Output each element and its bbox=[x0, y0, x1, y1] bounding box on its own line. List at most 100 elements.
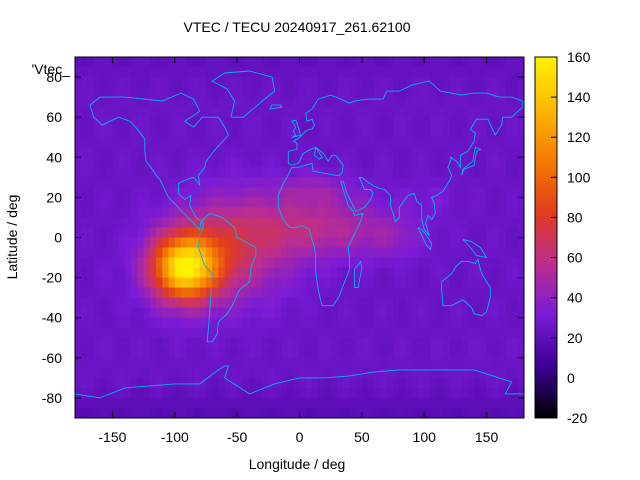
heat-cell bbox=[174, 107, 182, 118]
heat-cell bbox=[336, 207, 344, 219]
heat-cell bbox=[293, 407, 301, 418]
heat-cell bbox=[106, 167, 114, 178]
heat-cell bbox=[212, 167, 220, 178]
heat-cell bbox=[112, 297, 120, 309]
heat-cell bbox=[237, 97, 244, 108]
heat-cell bbox=[361, 227, 369, 239]
heat-cell bbox=[230, 387, 238, 399]
heat-cell bbox=[368, 267, 375, 279]
heat-cell bbox=[112, 127, 120, 138]
heat-cell bbox=[87, 127, 95, 138]
heat-cell bbox=[149, 197, 157, 209]
heat-cell bbox=[480, 287, 488, 299]
heat-cell bbox=[442, 57, 450, 68]
heat-cell bbox=[461, 177, 469, 188]
heat-cell bbox=[349, 197, 357, 209]
heat-cell bbox=[224, 187, 232, 198]
heat-cell bbox=[399, 127, 407, 138]
heat-cell bbox=[361, 287, 369, 299]
heat-cell bbox=[218, 207, 226, 219]
heat-cell bbox=[212, 197, 220, 209]
heat-cell bbox=[442, 377, 450, 389]
heat-cell bbox=[486, 307, 494, 319]
heat-cell bbox=[131, 317, 138, 329]
heat-cell bbox=[293, 127, 301, 138]
heat-cell bbox=[486, 237, 494, 249]
heat-cell bbox=[511, 327, 519, 339]
heat-cell bbox=[499, 187, 506, 198]
heat-cell bbox=[199, 117, 207, 128]
heat-cell bbox=[486, 207, 494, 219]
heat-cell bbox=[355, 187, 363, 198]
heat-cell bbox=[511, 397, 519, 409]
heat-cell bbox=[436, 67, 444, 78]
heat-cell bbox=[168, 357, 176, 369]
heat-cell bbox=[430, 357, 438, 369]
heat-cell bbox=[287, 197, 294, 209]
heat-cell bbox=[205, 257, 213, 269]
heat-cell bbox=[499, 257, 506, 269]
heat-cell bbox=[374, 267, 382, 279]
heat-cell bbox=[474, 257, 481, 269]
heat-cell bbox=[330, 127, 338, 138]
heat-cell bbox=[218, 57, 226, 68]
heat-cell bbox=[380, 277, 388, 289]
heat-cell bbox=[330, 107, 338, 118]
heat-cell bbox=[131, 347, 138, 359]
heat-cell bbox=[106, 97, 114, 108]
heat-cell bbox=[156, 277, 163, 289]
heat-cell bbox=[87, 277, 95, 289]
heat-cell bbox=[249, 197, 257, 209]
heat-cell bbox=[280, 97, 288, 108]
heat-cell bbox=[492, 277, 500, 289]
heat-cell bbox=[168, 317, 176, 329]
heat-cell bbox=[480, 127, 488, 138]
heat-cell bbox=[436, 77, 444, 88]
heat-cell bbox=[299, 147, 307, 158]
heat-cell bbox=[355, 57, 363, 68]
heat-cell bbox=[380, 97, 388, 108]
heat-cell bbox=[461, 107, 469, 118]
heat-cell bbox=[156, 207, 163, 219]
heat-cell bbox=[137, 327, 145, 339]
heat-cell bbox=[249, 337, 257, 349]
heat-cell bbox=[149, 217, 157, 229]
heat-cell bbox=[480, 407, 488, 418]
heat-cell bbox=[311, 57, 319, 68]
heat-cell bbox=[336, 387, 344, 399]
heat-cell bbox=[87, 327, 95, 339]
heat-cell bbox=[87, 87, 95, 98]
heat-cell bbox=[417, 147, 425, 158]
heat-cell bbox=[349, 207, 357, 219]
heat-cell bbox=[249, 227, 257, 239]
heat-cell bbox=[474, 347, 481, 359]
heat-cell bbox=[355, 267, 363, 279]
heat-cell bbox=[405, 247, 413, 259]
heat-cell bbox=[424, 387, 432, 399]
heat-cell bbox=[461, 287, 469, 299]
heat-cell bbox=[324, 317, 332, 329]
colorbar-tick-label: 20 bbox=[567, 330, 583, 346]
heat-cell bbox=[349, 87, 357, 98]
heat-cell bbox=[399, 277, 407, 289]
heat-cell bbox=[368, 407, 375, 418]
x-tick-label: -50 bbox=[227, 429, 247, 445]
heat-cell bbox=[343, 177, 350, 188]
heat-cell bbox=[318, 117, 326, 128]
heat-cell bbox=[293, 57, 301, 68]
heat-cell bbox=[324, 227, 332, 239]
heat-cell bbox=[417, 107, 425, 118]
heat-cell bbox=[199, 347, 207, 359]
heat-cell bbox=[205, 77, 213, 88]
heat-cell bbox=[87, 247, 95, 259]
heat-cell bbox=[424, 207, 432, 219]
heat-cell bbox=[199, 317, 207, 329]
heat-cell bbox=[305, 107, 313, 118]
heat-cell bbox=[168, 277, 176, 289]
heat-cell bbox=[149, 247, 157, 259]
heat-cell bbox=[442, 197, 450, 209]
heat-cell bbox=[243, 307, 251, 319]
heat-cell bbox=[417, 357, 425, 369]
heat-cell bbox=[255, 157, 263, 168]
heat-cell bbox=[230, 187, 238, 198]
